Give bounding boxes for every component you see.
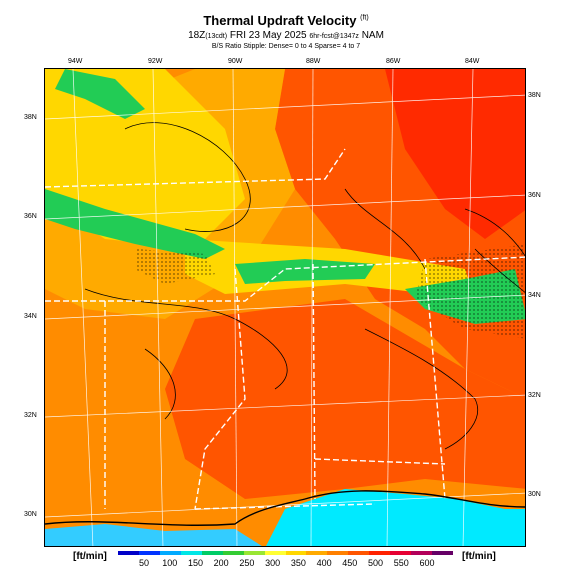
lat-label-left-32n: 32N [24, 412, 37, 419]
lon-label-94w: 94W [68, 58, 83, 65]
color-swatch [432, 551, 453, 555]
lon-label-86w: 86W [386, 58, 401, 65]
lat-label-right-34n: 34N [528, 292, 541, 299]
subtitle-time: 18Z [188, 30, 206, 41]
scale-tick-label: 350 [290, 558, 306, 568]
lat-label-left-30n: 30N [24, 511, 37, 518]
scale-tick-label: 600 [419, 558, 435, 568]
field-red-south [165, 299, 525, 499]
scale-tick-label: 300 [265, 558, 281, 568]
color-swatch [369, 551, 391, 555]
color-swatch [327, 551, 349, 555]
color-swatch [118, 551, 139, 555]
color-swatch [285, 551, 307, 555]
color-swatch [390, 551, 412, 555]
title-unit: (ft) [360, 14, 369, 22]
field-yellow-west [45, 69, 245, 249]
lat-label-right-30n: 30N [528, 491, 541, 498]
lat-label-left-36n: 36N [24, 213, 37, 220]
color-swatch [348, 551, 370, 555]
scale-tick-label: 200 [213, 558, 229, 568]
lat-lon-grid [45, 69, 525, 546]
lon-label-84w: 84W [465, 58, 480, 65]
field-green-west-band [45, 189, 225, 259]
stipple-west [135, 249, 215, 284]
scale-tick-label: 500 [368, 558, 384, 568]
lat-label-left-38n: 38N [24, 114, 37, 121]
scale-tick-label: 400 [316, 558, 332, 568]
color-swatch [243, 551, 265, 555]
scale-tick-label: 450 [342, 558, 358, 568]
color-swatch [180, 551, 202, 555]
lat-label-right-32n: 32N [528, 392, 541, 399]
lon-label-92w: 92W [148, 58, 163, 65]
scale-tick-label: 550 [393, 558, 409, 568]
subtitle-run: 6hr-fcst@1347z [309, 33, 359, 40]
lat-label-left-34n: 34N [24, 313, 37, 320]
scale-tick-label: 250 [239, 558, 255, 568]
subtitle-local: (13cdt) [205, 33, 228, 40]
color-swatch [138, 551, 160, 555]
map-canvas [45, 69, 525, 546]
updraft-map [44, 68, 526, 547]
stipple-note: B/S Ratio Stipple: Dense= 0 to 4 Sparse=… [211, 43, 361, 50]
scale-tick-label: 150 [187, 558, 203, 568]
field-gulf-water [266, 489, 525, 546]
subtitle-date: FRI 23 May 2025 [229, 30, 307, 41]
color-scale-bar [118, 551, 453, 555]
lat-label-right-38n: 38N [528, 92, 541, 99]
color-swatch [306, 551, 328, 555]
color-swatch [264, 551, 286, 555]
subtitle-model: NAM [361, 30, 384, 41]
field-green-northwest [55, 69, 145, 119]
color-swatch [411, 551, 433, 555]
field-green-central [235, 259, 375, 284]
lat-label-right-36n: 36N [528, 192, 541, 199]
color-swatch [159, 551, 181, 555]
field-gulf-water-west [45, 524, 262, 546]
coastline [45, 490, 525, 526]
map-title: Thermal Updraft Velocity (ft) [0, 13, 572, 28]
units-label-left: [ft/min] [73, 551, 107, 562]
color-swatch [201, 551, 223, 555]
scale-tick-label: 100 [162, 558, 178, 568]
scale-tick-label: 50 [138, 558, 150, 568]
map-subtitle: 18Z(13cdt) FRI 23 May 2025 6hr-fcst@1347… [0, 30, 572, 41]
units-label-right: [ft/min] [462, 551, 496, 562]
stipple-east [415, 244, 525, 339]
color-swatch [222, 551, 244, 555]
lon-label-88w: 88W [306, 58, 321, 65]
title-text: Thermal Updraft Velocity [203, 13, 357, 28]
lon-label-90w: 90W [228, 58, 243, 65]
color-scale-ticks: 50 100 150 200 250 300 350 400 450 500 550 600 [118, 558, 453, 570]
